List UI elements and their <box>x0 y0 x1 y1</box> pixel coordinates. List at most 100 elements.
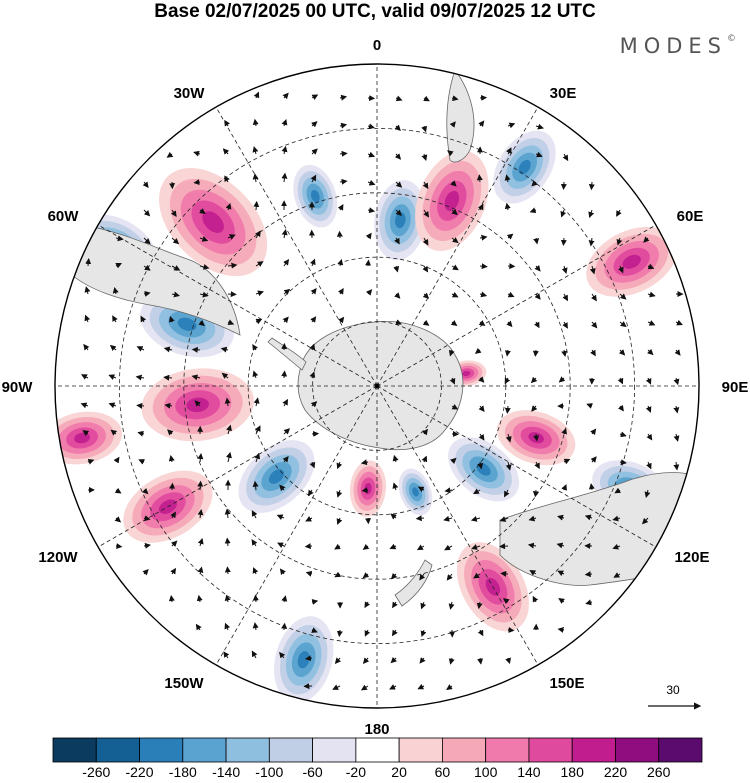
reference-vector-label: 30 <box>666 683 680 697</box>
streamline-arrow <box>478 120 485 127</box>
streamline-arrow <box>112 315 118 323</box>
streamline-arrow <box>83 343 90 351</box>
streamline-arrow <box>591 293 597 302</box>
streamline-arrow <box>504 377 511 385</box>
streamline-arrow <box>143 542 151 549</box>
streamline-arrow <box>395 209 402 217</box>
streamline-arrow <box>254 452 261 463</box>
streamline-arrow <box>282 316 289 324</box>
streamline-arrow <box>195 623 202 631</box>
streamline-arrow <box>534 293 541 300</box>
streamline-arrow <box>584 571 593 578</box>
colorbar-tick-label: 60 <box>434 764 451 780</box>
streamline-arrow <box>311 121 318 128</box>
streamline-arrow <box>393 265 400 273</box>
streamline-arrow <box>281 118 288 127</box>
streamline-arrow <box>309 343 316 351</box>
streamline-arrow <box>224 175 230 183</box>
streamline-arrow <box>142 568 149 576</box>
streamline-arrow <box>558 376 566 383</box>
map-title: Base 02/07/2025 00 UTC, valid 09/07/2025… <box>154 1 596 22</box>
streamline-arrow <box>193 179 201 186</box>
streamline-arrow <box>310 401 318 408</box>
streamline-arrow <box>136 346 145 352</box>
streamline-arrow <box>109 344 117 352</box>
streamline-arrow <box>499 516 509 522</box>
colorbar-tick-label: -60 <box>302 764 323 780</box>
streamline-arrow <box>171 265 181 271</box>
streamline-arrow <box>226 424 232 435</box>
streamline-arrow <box>507 122 516 129</box>
streamline-arrow <box>339 178 348 185</box>
colorbar-swatch <box>658 737 703 763</box>
streamline-arrow <box>506 320 513 328</box>
streamline-arrow <box>255 230 261 239</box>
colorbar-tick-label: 20 <box>391 764 407 780</box>
streamline-arrow <box>137 430 145 437</box>
streamline-arrow <box>276 514 285 521</box>
streamline-arrow <box>617 404 624 412</box>
streamline-arrow <box>616 209 622 217</box>
streamline-arrow <box>305 516 313 522</box>
colorbar-tick-label: 140 <box>517 764 541 780</box>
streamline-arrow <box>528 515 537 522</box>
streamline-arrow <box>283 288 291 296</box>
streamline-arrow <box>170 511 176 519</box>
streamline-arrow <box>451 264 459 271</box>
new-zealand-outline <box>394 559 433 607</box>
streamline-arrow <box>673 405 680 414</box>
colorbar-tick-label: -260 <box>82 764 111 780</box>
streamline-arrow <box>339 150 348 157</box>
streamline-arrow <box>423 95 430 102</box>
streamline-arrow <box>557 514 565 521</box>
streamline-arrow <box>645 405 652 413</box>
streamline-arrow <box>561 265 568 274</box>
meridian-line <box>376 224 657 387</box>
streamline-arrow <box>532 349 539 357</box>
streamline-arrow <box>279 651 286 659</box>
lon-label-150e: 150E <box>549 675 584 692</box>
streamline-arrow <box>446 684 453 690</box>
streamline-arrow <box>448 349 455 357</box>
streamline-arrow <box>421 125 428 133</box>
streamline-arrow <box>224 397 231 407</box>
colorbar-swatch <box>571 737 616 763</box>
streamline-arrow <box>478 320 486 326</box>
streamline-arrow <box>533 433 540 442</box>
colorbar-swatch <box>268 737 313 763</box>
streamline-arrow <box>199 263 210 270</box>
streamline-arrow <box>251 650 258 659</box>
streamline-arrow <box>478 376 485 383</box>
streamline-arrow <box>362 657 370 664</box>
streamline-arrow <box>504 174 511 183</box>
streamline-arrow <box>392 454 399 463</box>
streamline-arrow <box>389 684 397 690</box>
streamline-arrow <box>422 292 430 299</box>
streamline-arrow <box>642 517 649 525</box>
streamline-arrow <box>164 402 173 409</box>
streamline-arrow <box>197 453 204 463</box>
streamline-arrow <box>506 147 512 155</box>
lon-label-90w: 90W <box>2 379 34 396</box>
streamline-arrow <box>170 567 177 575</box>
latitude-circle <box>183 192 571 580</box>
streamline-arrow <box>171 237 180 245</box>
streamline-arrow <box>135 374 145 381</box>
streamline-arrow <box>310 316 317 323</box>
streamline-arrow <box>251 510 258 519</box>
streamline-arrow <box>279 484 286 492</box>
streamline-arrow <box>479 234 488 241</box>
colorbar-swatch <box>485 737 530 763</box>
streamline-arrow <box>619 431 627 438</box>
streamline-arrow <box>423 209 430 218</box>
streamline-arrow <box>420 601 427 610</box>
streamline-arrow <box>304 543 313 550</box>
streamline-arrow <box>477 203 484 211</box>
streamline-arrow <box>390 656 397 664</box>
streamline-arrow <box>591 321 598 329</box>
anomaly-contour <box>518 159 531 175</box>
streamline-arrow <box>252 567 259 575</box>
streamline-arrow <box>422 181 429 190</box>
streamline-arrow <box>533 237 540 245</box>
